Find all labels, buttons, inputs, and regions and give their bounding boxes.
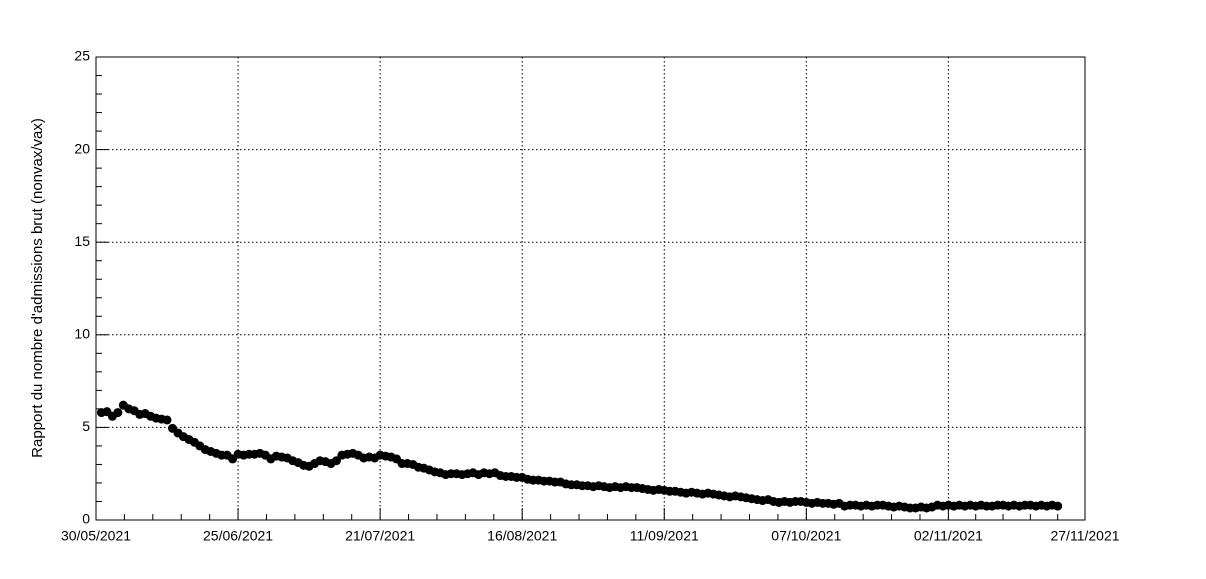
x-tick-label: 07/10/2021 [771,528,841,544]
y-tick-label: 5 [82,418,90,434]
data-point [1053,501,1063,511]
y-tick-label: 25 [74,48,90,64]
data-point [113,408,123,418]
x-tick-label: 21/07/2021 [345,528,415,544]
y-tick-label: 10 [74,326,90,342]
x-tick-label: 11/09/2021 [630,528,699,544]
x-tick-label: 16/08/2021 [487,528,557,544]
x-tick-label: 25/06/2021 [203,528,273,544]
y-tick-label: 15 [74,233,90,249]
y-tick-label: 20 [74,140,90,156]
x-tick-label: 02/11/2021 [914,528,983,544]
plot-frame [95,56,1086,521]
y-tick-label: 0 [82,511,90,527]
x-tick-label: 30/05/2021 [61,528,131,544]
data-point [162,415,172,425]
y-axis-label: Rapport du nombre d'admissions brut (non… [29,118,46,458]
x-tick-label: 27/11/2021 [1050,528,1119,544]
data-point [331,456,341,466]
